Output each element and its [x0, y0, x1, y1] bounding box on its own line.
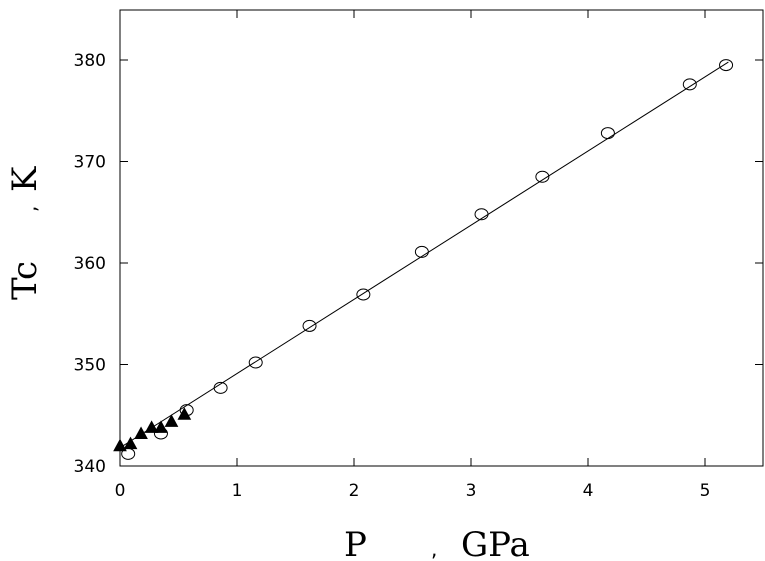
fit-line-series [119, 61, 729, 449]
data-point-triangle [113, 438, 127, 452]
y-axis-separator: , [17, 206, 41, 212]
y-tick-label: 380 [74, 51, 106, 71]
y-tick-label: 370 [74, 153, 106, 173]
data-point-triangle [177, 407, 192, 420]
data-point-circle [719, 59, 734, 72]
data-point-circle [356, 288, 371, 301]
x-tick-label: 3 [466, 481, 477, 501]
y-tick-label: 340 [74, 457, 106, 477]
y-tick-label: 360 [74, 254, 106, 274]
fit-line [119, 61, 729, 449]
y-axis-label: Tc [5, 261, 45, 300]
x-tick-label: 4 [583, 481, 594, 501]
x-axis-separator: , [431, 537, 437, 561]
x-tick-label: 1 [232, 481, 243, 501]
data-point-circle [302, 319, 317, 332]
data-marks [113, 59, 734, 460]
data-point-circle [600, 127, 615, 140]
x-axis-unit: GPa [461, 525, 530, 561]
x-axis-label: P [344, 525, 367, 561]
y-tick-label: 350 [74, 356, 106, 376]
x-tick-label: 5 [700, 481, 711, 501]
x-tick-label: 2 [349, 481, 360, 501]
data-point-circle [535, 170, 550, 183]
data-point-triangle [164, 414, 179, 427]
data-point-circle [213, 381, 228, 394]
data-point-circle [248, 356, 263, 369]
data-point-triangle [134, 426, 148, 440]
data-point-circle [414, 245, 429, 258]
y-axis-label-quantity: Tc [5, 261, 45, 300]
data-point-circle [682, 78, 697, 91]
plot-frame [119, 9, 764, 467]
x-tick-label: 0 [115, 481, 126, 501]
data-point-circle [474, 208, 489, 221]
data-point-triangle [144, 420, 159, 433]
data-point-triangle [123, 436, 138, 450]
data-point-triangle [154, 420, 168, 433]
y-axis-unit: K [5, 166, 45, 192]
axis-ticks: 0 1 2 3 4 5 340 350 360 370 380 [74, 10, 763, 501]
